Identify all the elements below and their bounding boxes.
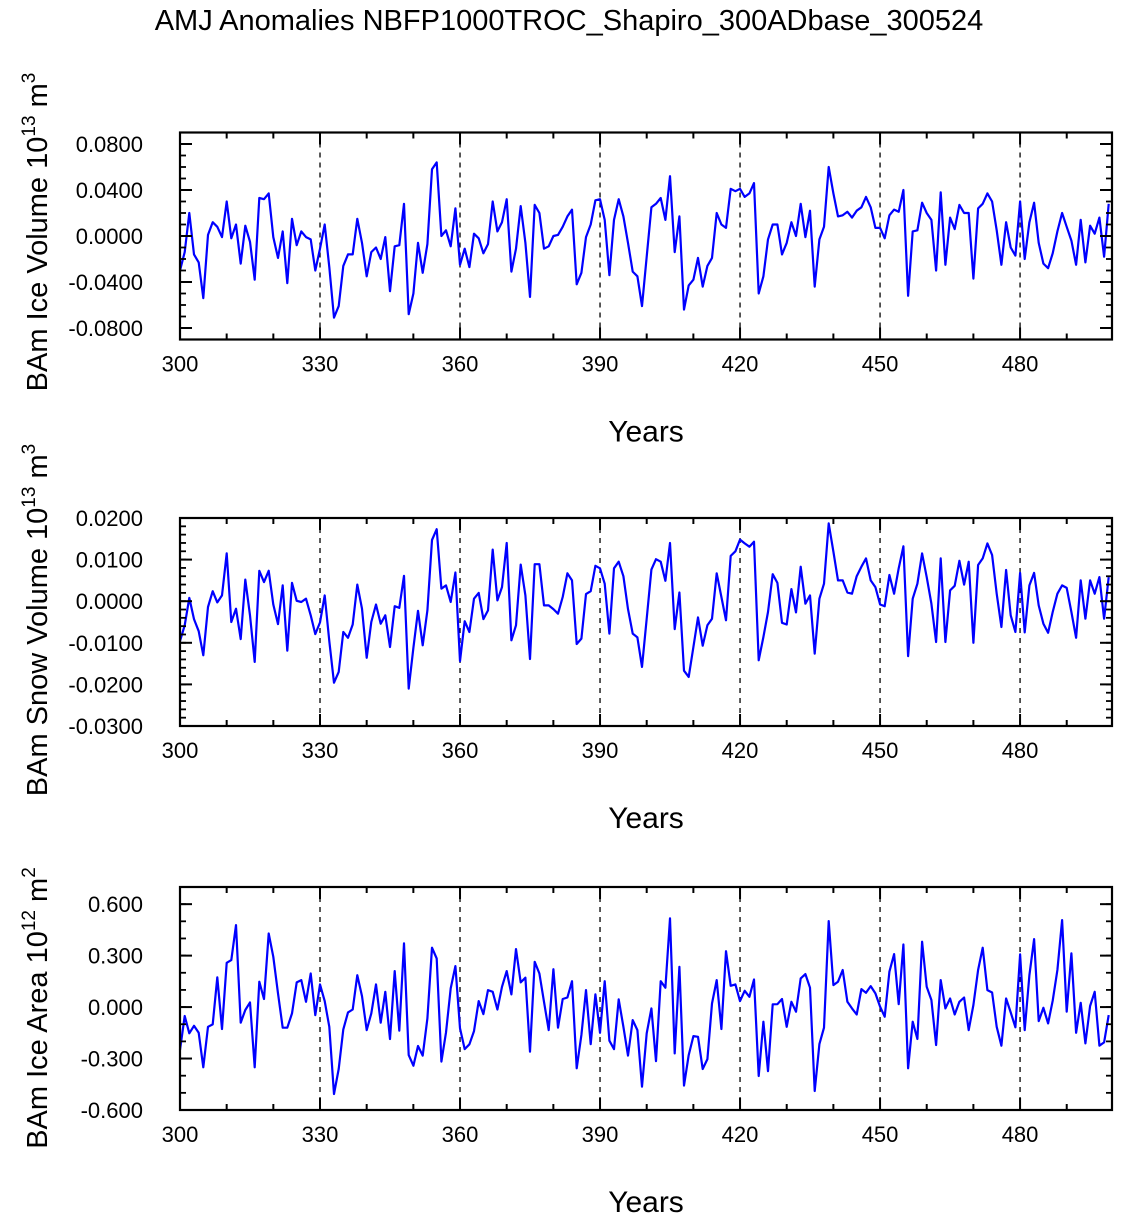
y-axis-label-unit: m — [22, 83, 54, 115]
y-axis-label: BAm Ice Volume 1013 m3 — [19, 73, 54, 392]
y-axis-label-unit: m — [22, 454, 54, 486]
x-tick-label: 360 — [442, 738, 479, 763]
y-tick-label: -0.600 — [81, 1098, 143, 1123]
x-tick-label: 330 — [302, 352, 339, 377]
y-axis-label-exponent: 13 — [19, 115, 40, 136]
y-axis-label-unit-exponent: 3 — [19, 73, 40, 84]
y-tick-label: -0.0300 — [68, 714, 143, 739]
x-tick-label: 450 — [862, 352, 899, 377]
y-tick-label: -0.0400 — [68, 270, 143, 295]
y-tick-label: 0.0200 — [76, 506, 143, 531]
y-tick-label: -0.0100 — [68, 631, 143, 656]
series-line-bam-snow-volume — [178, 522, 1110, 690]
y-tick-label: 0.0100 — [76, 548, 143, 573]
y-tick-label: 0.0000 — [76, 589, 143, 614]
x-tick-label: 420 — [722, 738, 759, 763]
panel-1: 0.0800 0.0400 0.0000 -0.0400 -0.0800 300 330 36… — [19, 73, 1114, 449]
x-tick-label: 300 — [162, 352, 199, 377]
y-axis-label-exponent: 12 — [19, 910, 40, 931]
x-axis-label: Years — [608, 1186, 684, 1219]
panel-2: 0.0200 0.0100 0.0000 -0.0100 -0.0200 -0.0300 3… — [19, 444, 1114, 835]
x-tick-label: 450 — [862, 1122, 899, 1147]
x-tick-label: 480 — [1002, 738, 1039, 763]
y-tick-label: 0.300 — [88, 944, 143, 969]
y-tick-label: -0.0800 — [68, 316, 143, 341]
x-tick-label: 330 — [302, 738, 339, 763]
y-tick-label: 0.0400 — [76, 178, 143, 203]
x-tick-label: 300 — [162, 738, 199, 763]
y-tick-label: 0.0000 — [76, 224, 143, 249]
x-tick-label: 480 — [1002, 352, 1039, 377]
x-tick-label: 360 — [442, 352, 479, 377]
y-tick-label: 0.000 — [88, 995, 143, 1020]
y-axis-label-main: BAm Snow Volume 10 — [22, 508, 54, 797]
x-tick-label: 300 — [162, 1122, 199, 1147]
x-tick-label: 420 — [722, 1122, 759, 1147]
y-axis-label-unit-exponent: 2 — [19, 867, 40, 878]
figure-title: AMJ Anomalies NBFP1000TROC_Shapiro_300AD… — [155, 5, 984, 37]
x-tick-label: 360 — [442, 1122, 479, 1147]
x-axis-label: Years — [608, 802, 684, 835]
y-tick-label: -0.300 — [81, 1047, 143, 1072]
series-line-bam-ice-volume — [178, 161, 1110, 319]
x-tick-label: 390 — [582, 1122, 619, 1147]
x-tick-label: 480 — [1002, 1122, 1039, 1147]
x-axis-label: Years — [608, 416, 684, 449]
y-tick-label: 0.0800 — [76, 132, 143, 157]
x-tick-label: 450 — [862, 738, 899, 763]
y-axis-label: BAm Ice Area 1012 m2 — [19, 867, 54, 1149]
y-axis-label: BAm Snow Volume 1013 m3 — [19, 444, 54, 796]
x-tick-label: 390 — [582, 352, 619, 377]
y-axis-label-exponent: 13 — [19, 487, 40, 508]
y-axis-label-main: BAm Ice Area 10 — [22, 931, 54, 1149]
series-line-bam-ice-area — [178, 917, 1110, 1096]
y-axis-label-unit-exponent: 3 — [19, 444, 40, 455]
panel-3: 0.600 0.300 0.000 -0.300 -0.600 300 330 360 390 4… — [19, 867, 1114, 1219]
y-tick-label: -0.0200 — [68, 672, 143, 697]
y-tick-label: 0.600 — [88, 892, 143, 917]
x-tick-label: 390 — [582, 738, 619, 763]
y-axis-label-main: BAm Ice Volume 10 — [22, 137, 54, 392]
x-tick-label: 420 — [722, 352, 759, 377]
y-axis-label-unit: m — [22, 878, 54, 910]
x-tick-label: 330 — [302, 1122, 339, 1147]
